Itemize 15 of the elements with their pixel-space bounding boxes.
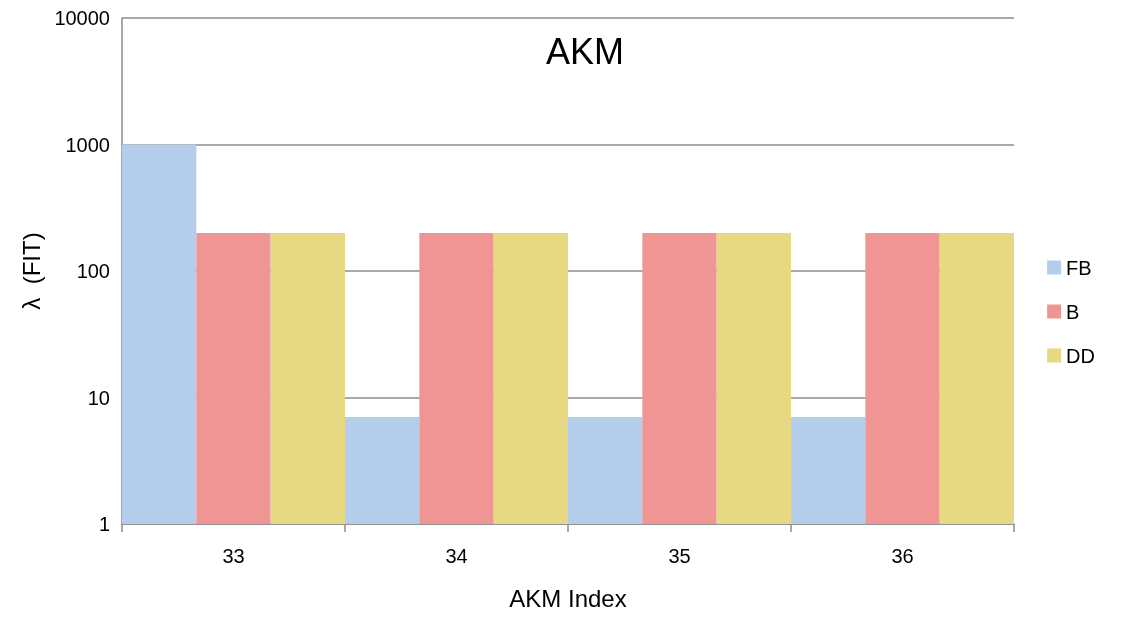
y-tick-label: 10 [87, 386, 110, 409]
y-tick-label: 1000 [65, 133, 110, 156]
y-axis-title: λ (FIT) [17, 232, 45, 310]
y-tick-label: 100 [76, 260, 110, 282]
x-tick-label: 36 [891, 545, 914, 567]
x-axis-title: AKM Index [509, 584, 627, 612]
y-tick-label: 1 [98, 513, 110, 535]
x-tick-label: 34 [445, 545, 468, 567]
legend-label: B [1066, 300, 1080, 323]
chart-title: AKM [545, 30, 625, 72]
legend-label: DD [1066, 344, 1095, 367]
legend-label: FB [1066, 256, 1092, 279]
x-tick-label: 35 [668, 545, 691, 567]
y-tick-label: 10000 [54, 7, 110, 29]
x-tick-label: 33 [222, 545, 245, 567]
